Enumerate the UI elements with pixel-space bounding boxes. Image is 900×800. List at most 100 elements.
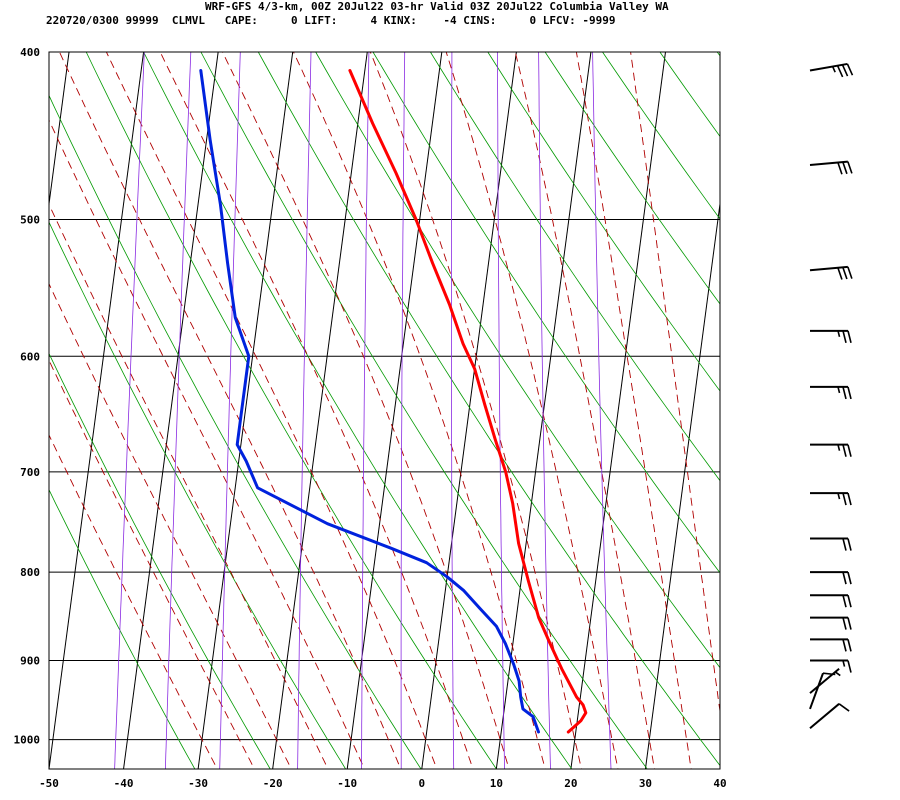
plot-frame (48, 51, 721, 770)
wind-barb-feather (847, 538, 852, 551)
wind-barb-feather (847, 660, 852, 673)
wind-barbs-column (809, 62, 854, 729)
wind-barb-feather (842, 444, 847, 457)
mixing-ratio-line (164, 52, 192, 769)
wind-barb-staff (809, 667, 840, 694)
wind-barb (809, 672, 836, 710)
mixing-ratio-line (451, 52, 455, 769)
isotherm (49, 52, 145, 769)
wind-barb (810, 616, 852, 630)
moist-adiabat (49, 119, 365, 769)
moist-adiabat (514, 52, 655, 769)
wind-barb-staff (809, 265, 848, 272)
moist-adiabat (49, 434, 218, 769)
pressure-tick-label: 1000 (14, 734, 41, 747)
dry-adiabat (315, 52, 720, 669)
wind-barb (809, 667, 841, 694)
isotherm (644, 200, 720, 769)
wind-barb-feather (847, 266, 853, 279)
wind-barb-feather (842, 617, 847, 630)
wind-barb-half-feather (837, 330, 841, 338)
temperature-tick-label: -50 (39, 777, 59, 790)
wind-barb-half-feather (837, 386, 841, 394)
dry-adiabat (49, 352, 271, 769)
wind-barb-feather (837, 267, 843, 280)
dry-adiabat (875, 33, 900, 776)
temperature-tick-label: -30 (188, 777, 208, 790)
wind-barb (810, 659, 852, 673)
temperature-tick-label: 10 (490, 777, 503, 790)
dry-adiabat (602, 52, 720, 220)
wind-barb-feather (842, 267, 848, 280)
wind-barb-feather (847, 595, 852, 608)
temperature-tick-label: -10 (337, 777, 357, 790)
wind-barb-feather (837, 162, 843, 175)
temperature-tick-label: 40 (713, 777, 726, 790)
wind-barb-feather (842, 330, 847, 344)
moist-adiabat (49, 203, 329, 769)
moist-adiabat (445, 52, 619, 769)
axis-tick-labels: 400 500 600 700 800 900 1000 -50 -40 -30 -20 -10 0 10… (14, 46, 727, 790)
moist-adiabat (369, 52, 582, 769)
temperature-tick-label: 20 (564, 777, 577, 790)
dry-adiabat (429, 52, 720, 482)
wind-barb-feather (842, 492, 847, 506)
wind-barb-staff (809, 62, 848, 72)
moist-adiabat (575, 52, 692, 769)
moist-adiabat (630, 52, 720, 715)
plot-border (48, 51, 721, 770)
wind-barb-feather (847, 330, 852, 344)
temperature-tick-label: -20 (263, 777, 283, 790)
wind-barb (809, 160, 853, 175)
mixing-ratio-line (538, 52, 551, 769)
wind-barb (810, 537, 852, 551)
wind-barb (810, 638, 852, 652)
wind-barb (809, 265, 853, 280)
wind-barb-half-feather (834, 671, 841, 677)
moist-adiabat (159, 52, 474, 769)
mixing-ratio-line (114, 52, 145, 769)
wind-barb-half-feather (842, 660, 846, 667)
wind-barb-feather (842, 571, 847, 585)
station-indices-line: 220720/0300 99999 CLMVL CAPE: 0 LIFT: 4 … (46, 14, 616, 27)
wind-barb-feather (836, 65, 844, 78)
dry-adiabat (257, 52, 720, 767)
moist-adiabat (49, 359, 255, 769)
temperature-tick-label: 0 (418, 777, 425, 790)
wind-barb-staff (809, 672, 824, 710)
wind-barb-staff (809, 160, 848, 166)
wind-barb-feather (847, 386, 852, 400)
wind-barb (809, 62, 854, 78)
mixing-ratio-line (400, 52, 406, 769)
wind-barb-feather (847, 571, 852, 585)
dry-adiabat (487, 52, 720, 392)
moist-adiabat (105, 52, 438, 769)
wind-barb-feather (842, 595, 847, 608)
isotherm (570, 52, 666, 769)
dry-adiabat (49, 94, 422, 769)
isotherm (49, 52, 70, 208)
wind-barb-feather (838, 703, 850, 712)
wind-barb-feather (847, 161, 853, 174)
mixing-ratio-line (219, 52, 241, 769)
thermodynamic-background (49, 33, 900, 776)
wind-barb-feather (842, 538, 847, 551)
wind-barb-feather (847, 639, 852, 652)
moist-adiabat (293, 52, 546, 769)
pressure-tick-label: 500 (20, 213, 40, 226)
dry-adiabat (716, 52, 720, 57)
dewpoint-line (199, 69, 540, 734)
wind-barb-feather (847, 617, 852, 630)
wind-barb-half-feather (837, 444, 841, 451)
mixing-ratio-line (497, 52, 505, 769)
wind-barb-feather (842, 386, 847, 400)
mixing-ratio-line (297, 52, 312, 769)
dry-adiabat (49, 488, 196, 769)
isotherm (123, 52, 219, 769)
wind-barb-feather (846, 63, 854, 76)
pressure-tick-label: 900 (20, 655, 40, 668)
sounding-profiles (199, 69, 588, 734)
dry-adiabat (544, 52, 720, 305)
wind-barb (810, 385, 852, 400)
temperature-line (348, 69, 588, 734)
